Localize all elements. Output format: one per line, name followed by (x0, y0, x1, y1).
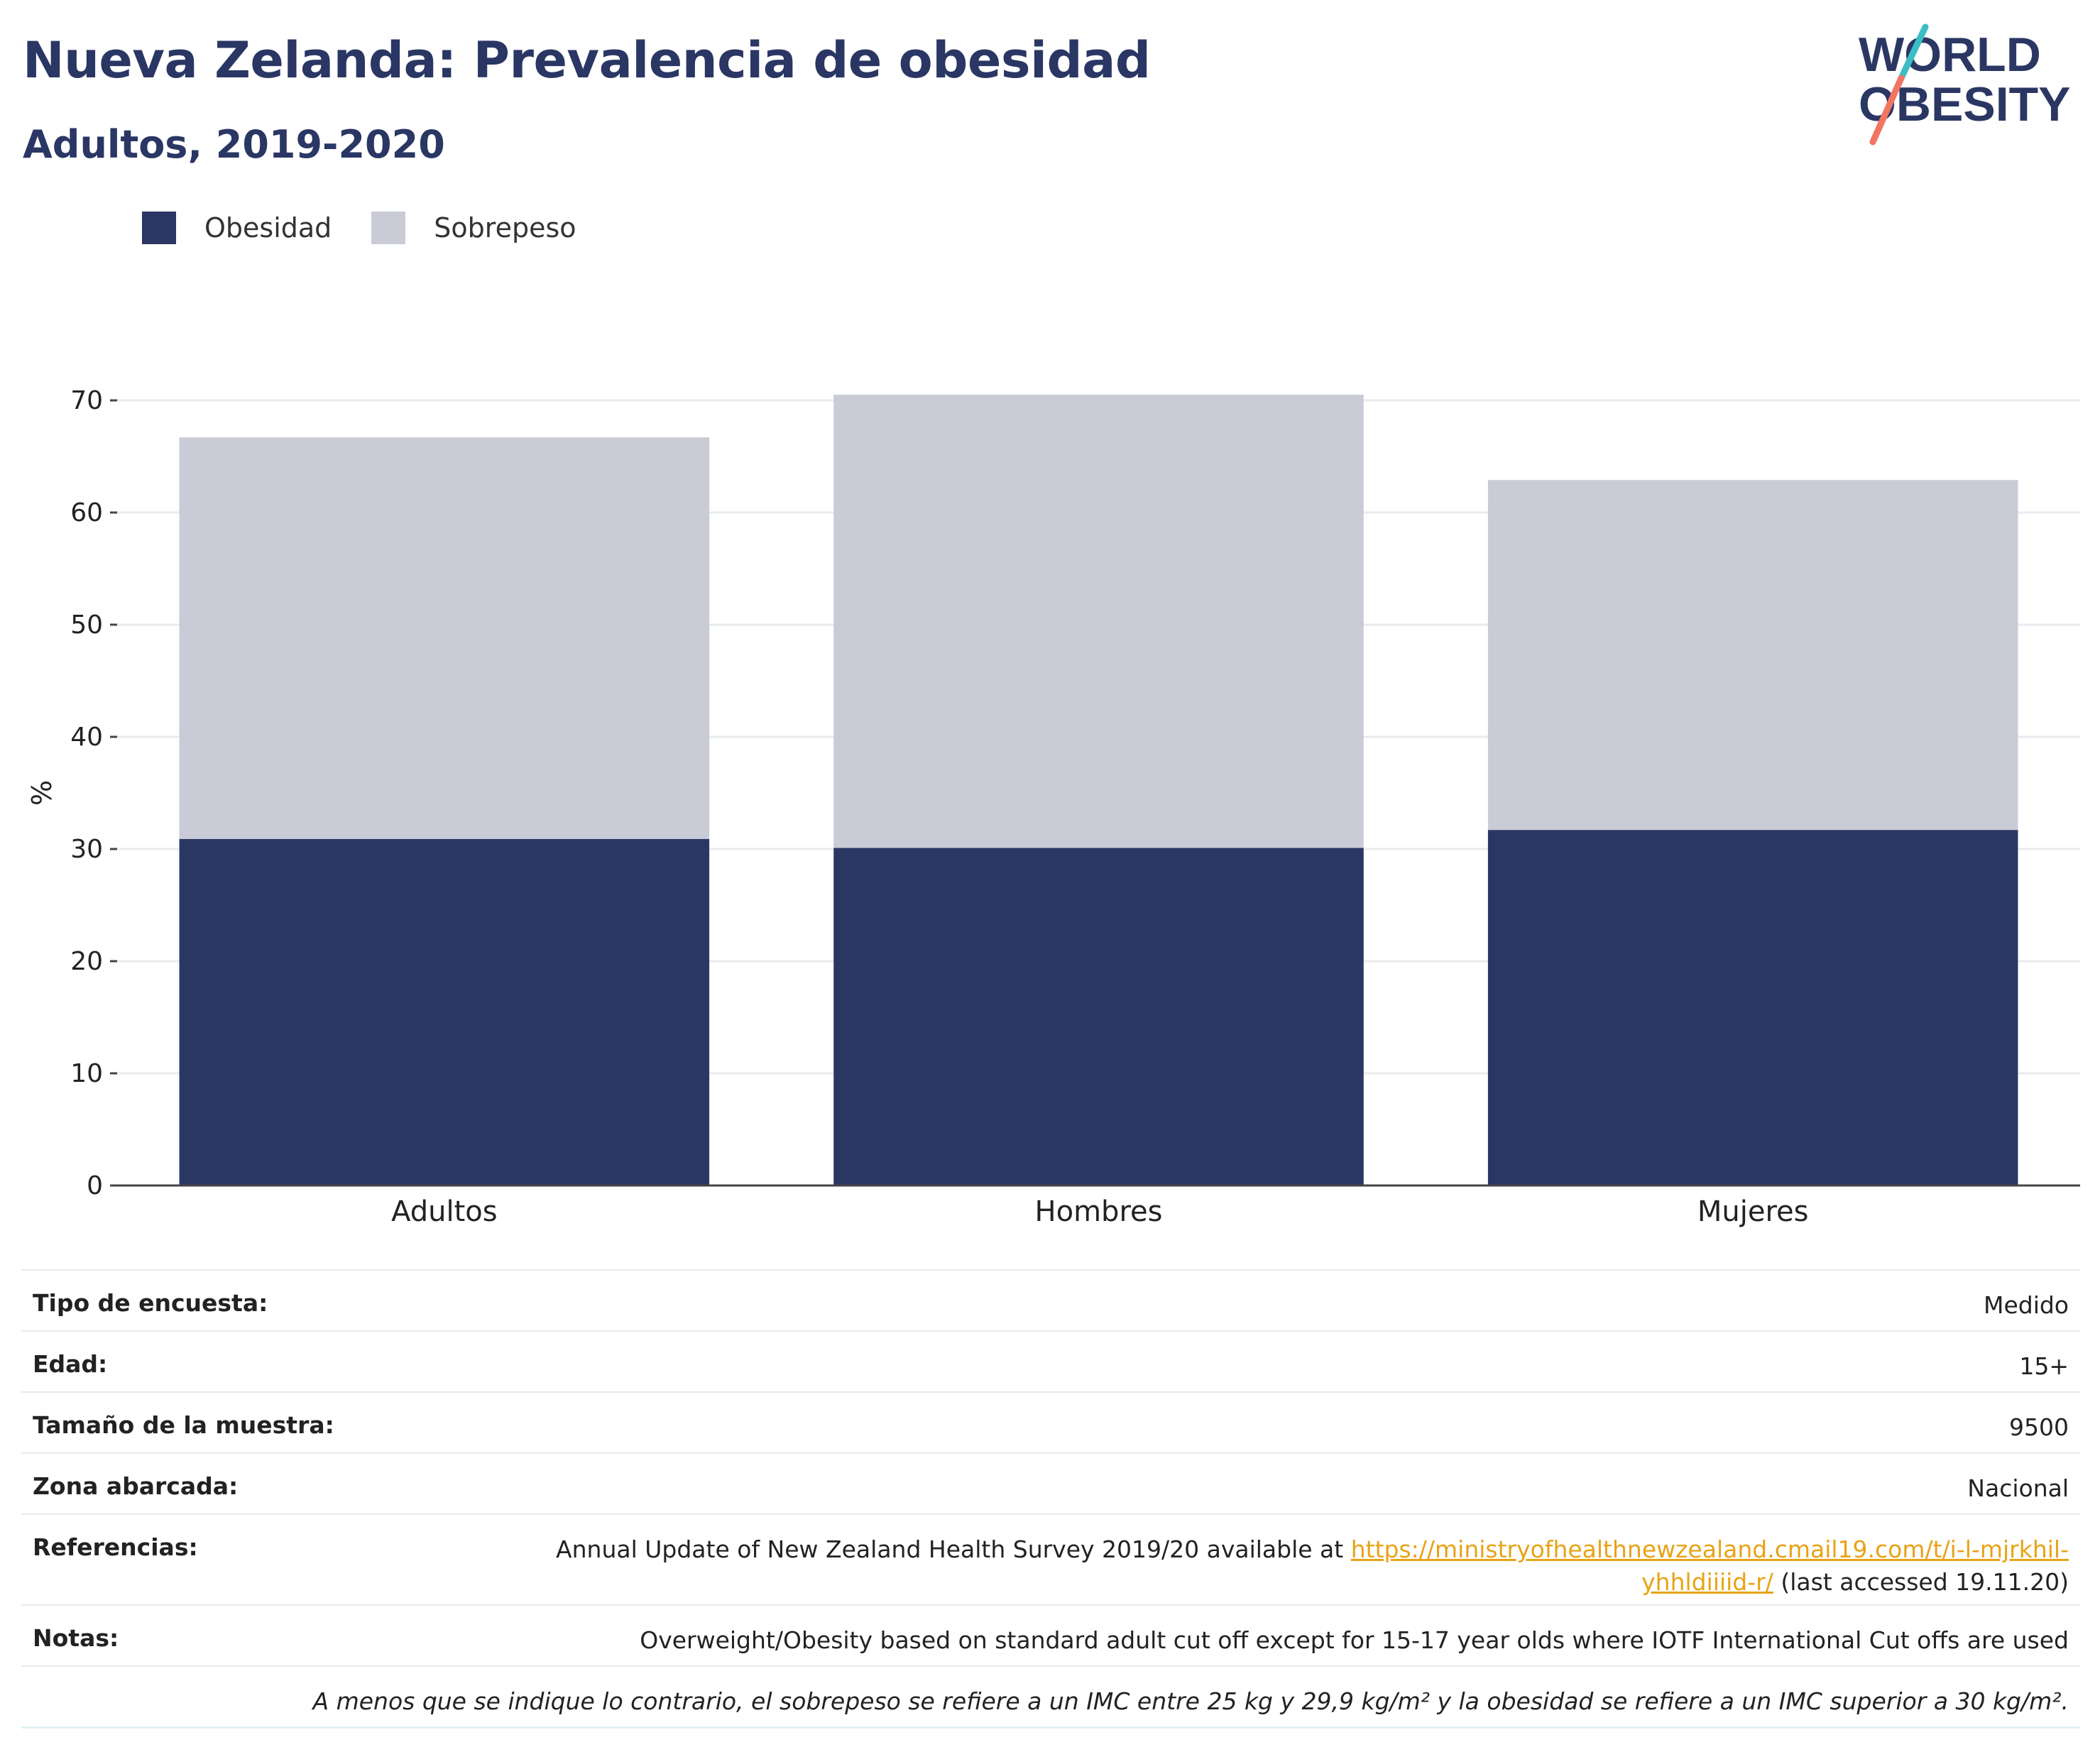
x-tick-label: Mujeres (1697, 1195, 1809, 1228)
bar-overweight-mujeres (1487, 480, 2018, 831)
reference-accessed: (last accessed 19.11.20) (1781, 1568, 2069, 1596)
info-row-sample-size: Tamaño de la muestra: 9500 (21, 1391, 2080, 1453)
info-row-area: Zona abarcada: Nacional (21, 1452, 2080, 1514)
survey-info-table: Tipo de encuesta: Medido Edad: 15+ Tamañ… (21, 1269, 2080, 1729)
legend-label-overweight: Sobrepeso (434, 212, 576, 243)
info-label: Referencias: (21, 1513, 381, 1605)
y-tick-label: 70 (70, 386, 103, 415)
info-row-notes: Notas: Overweight/Obesity based on stand… (21, 1604, 2080, 1666)
bar-overweight-hombres (833, 395, 1364, 848)
y-tick-label: 0 (87, 1171, 103, 1200)
legend-item-obesity: Obesidad (142, 212, 332, 244)
info-label: Tipo de encuesta: (21, 1269, 381, 1331)
bar-obesity-hombres (833, 848, 1364, 1185)
info-row-age: Edad: 15+ (21, 1330, 2080, 1392)
legend-label-obesity: Obesidad (204, 212, 332, 243)
bar-obesity-mujeres (1487, 830, 2018, 1185)
reference-link[interactable]: https://ministryofhealthnewzealand.cmail… (1351, 1535, 2069, 1596)
info-value: Nacional (380, 1452, 2080, 1514)
info-row-footnote: A menos que se indique lo contrario, el … (21, 1665, 2080, 1729)
x-tick-label: Hombres (1035, 1195, 1163, 1228)
info-label: Zona abarcada: (21, 1452, 381, 1514)
legend-item-overweight: Sobrepeso (371, 212, 576, 244)
info-value: 9500 (380, 1391, 2080, 1453)
reference-text: Annual Update of New Zealand Health Surv… (556, 1535, 1344, 1563)
bar-obesity-adultos (179, 838, 710, 1185)
footnote: A menos que se indique lo contrario, el … (21, 1665, 2080, 1729)
logo-line1: WORLD (1859, 28, 2041, 82)
x-tick-label: Adultos (391, 1195, 498, 1228)
y-axis-label: % (26, 780, 58, 806)
legend-swatch-overweight (371, 212, 406, 244)
info-row-references: Referencias: Annual Update of New Zealan… (21, 1513, 2080, 1605)
chart-title: Nueva Zelanda: Prevalencia de obesidad (23, 31, 1151, 89)
logo-slash-coral (1869, 75, 1905, 146)
info-label: Edad: (21, 1330, 381, 1392)
y-tick-label: 20 (70, 947, 103, 976)
world-obesity-logo: WORLD OBESITY (1859, 23, 2071, 146)
y-tick-label: 60 (70, 498, 103, 527)
info-row-survey-type: Tipo de encuesta: Medido (21, 1269, 2080, 1331)
info-value: 15+ (380, 1330, 2080, 1392)
info-label: Notas: (21, 1604, 381, 1666)
bar-overweight-adultos (179, 437, 710, 839)
logo-slash-teal (1898, 23, 1929, 82)
reference-link-part2: yhhldiiiid-r/ (1641, 1568, 1773, 1596)
info-value: Medido (380, 1269, 2080, 1331)
y-tick-label: 10 (70, 1059, 103, 1088)
chart-subtitle: Adultos, 2019-2020 (23, 122, 445, 167)
info-value: Annual Update of New Zealand Health Surv… (380, 1513, 2080, 1605)
logo-line2: OBESITY (1859, 77, 2071, 131)
legend-swatch-obesity (142, 212, 176, 244)
info-value: Overweight/Obesity based on standard adu… (380, 1604, 2080, 1666)
reference-link-part1: https://ministryofhealthnewzealand.cmail… (1350, 1535, 2069, 1563)
chart-legend: Obesidad Sobrepeso (142, 212, 616, 244)
y-tick-label: 40 (70, 723, 103, 752)
y-tick-label: 50 (70, 610, 103, 640)
stacked-bar-chart: 0 10 20 30 40 50 60 70% Adultos Hombres Mujeres (26, 386, 2080, 1228)
y-tick-label: 30 (70, 835, 103, 864)
info-label: Tamaño de la muestra: (21, 1391, 381, 1453)
